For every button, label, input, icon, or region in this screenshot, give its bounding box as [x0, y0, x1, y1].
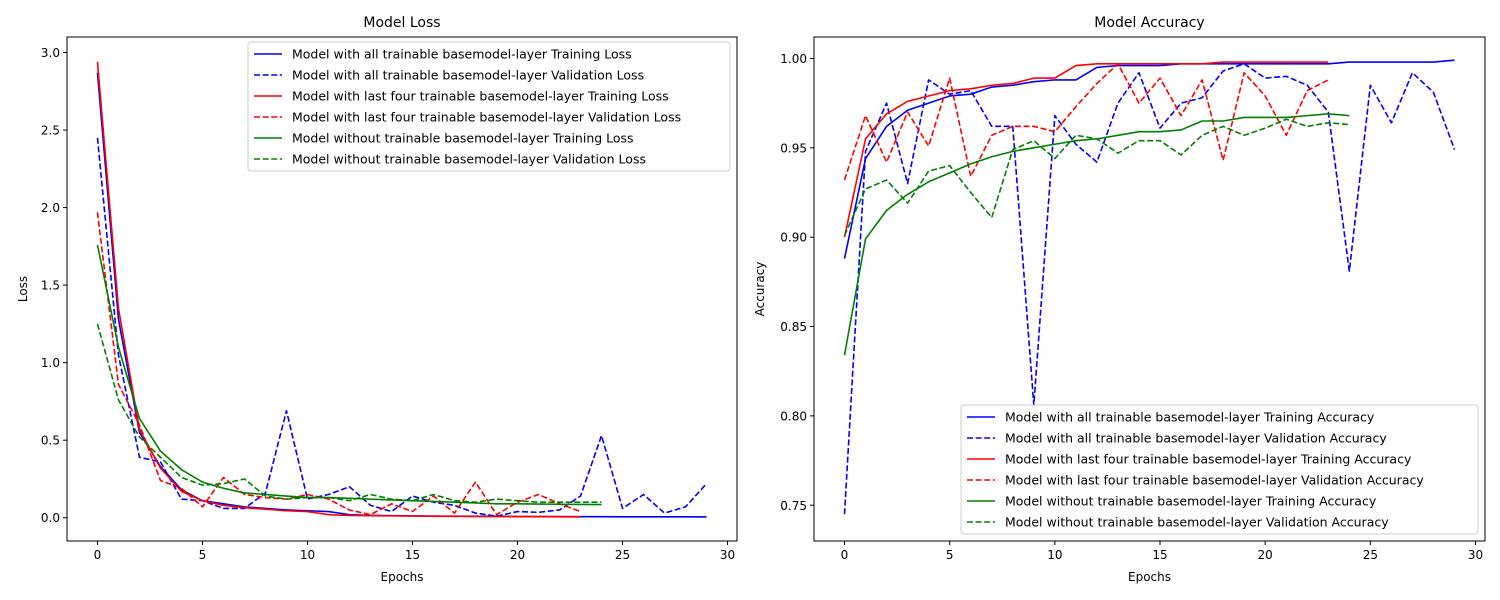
legend-label: Model with all trainable basemodel-layer…: [292, 68, 644, 83]
y-tick-label: 1.0: [41, 356, 60, 370]
x-axis-label: Epochs: [381, 570, 424, 584]
y-tick-label: 2.0: [41, 201, 60, 215]
y-tick-label: 0.95: [780, 141, 807, 155]
x-tick-label: 15: [405, 548, 420, 562]
x-tick-label: 5: [199, 548, 207, 562]
series-line-5: [96, 323, 602, 504]
x-tick-label: 5: [946, 548, 954, 562]
y-tick-label: 0.75: [780, 499, 807, 513]
series-group: [96, 61, 708, 518]
x-tick-label: 20: [510, 548, 525, 562]
y-tick-label: 1.5: [41, 279, 60, 293]
legend-label: Model with all trainable basemodel-layer…: [1005, 410, 1375, 425]
x-tick-label: 30: [1468, 548, 1483, 562]
legend-box: [247, 41, 731, 172]
y-tick-label: 3.0: [41, 46, 60, 60]
legend-label: Model with last four trainable basemodel…: [1005, 473, 1424, 488]
series-group: [843, 59, 1456, 515]
legend: Model with all trainable basemodel-layer…: [247, 41, 731, 172]
x-tick-label: 10: [300, 548, 315, 562]
series-line-3: [96, 212, 581, 516]
legend-box: [960, 404, 1479, 535]
series-line-5: [843, 118, 1350, 236]
x-tick-label: 30: [720, 548, 735, 562]
legend: Model with all trainable basemodel-layer…: [960, 404, 1479, 535]
x-tick-label: 0: [94, 548, 102, 562]
chart-title: Model Accuracy: [1094, 15, 1204, 31]
x-tick-label: 25: [1363, 548, 1378, 562]
y-tick-label: 0.0: [41, 511, 60, 525]
y-tick-label: 0.80: [780, 409, 807, 423]
series-line-2: [843, 61, 1329, 238]
chart-title: Model Loss: [363, 15, 440, 31]
y-tick-label: 0.90: [780, 231, 807, 245]
axes-frame: [813, 36, 1486, 542]
series-line-1: [96, 137, 708, 517]
legend-label: Model without trainable basemodel-layer …: [292, 131, 634, 146]
series-line-3: [843, 63, 1329, 181]
legend-label: Model with all trainable basemodel-layer…: [1005, 431, 1387, 446]
legend-label: Model without trainable basemodel-layer …: [292, 152, 646, 167]
series-line-4: [96, 244, 602, 506]
accuracy-chart: Model Accuracy 0 5 10 15 20 25 30 0.75 0.80 0.85 0.…: [753, 15, 1486, 584]
legend-label: Model without trainable basemodel-layer …: [1005, 494, 1377, 509]
loss-chart: Model Loss 0 5 10 15 20 25 30 0.0 0.5 1.0 1.5 2.0 2.5…: [16, 15, 738, 584]
legend-label: Model with last four trainable basemodel…: [1005, 452, 1412, 467]
y-axis-label: Loss: [16, 276, 30, 302]
x-axis-label: Epochs: [1128, 570, 1171, 584]
y-tick-label: 0.5: [41, 434, 60, 448]
x-tick-label: 0: [841, 548, 849, 562]
series-line-1: [843, 63, 1456, 515]
legend-label: Model with last four trainable basemodel…: [292, 89, 669, 104]
y-tick-label: 2.5: [41, 124, 60, 138]
y-tick-label: 0.85: [780, 320, 807, 334]
x-tick-label: 15: [1152, 548, 1167, 562]
y-tick-label: 1.00: [780, 52, 807, 66]
x-tick-label: 10: [1047, 548, 1062, 562]
series-line-0: [843, 59, 1455, 259]
x-tick-label: 20: [1258, 548, 1273, 562]
x-tick-label: 25: [615, 548, 630, 562]
legend-label: Model with last four trainable basemodel…: [292, 110, 681, 125]
legend-label: Model without trainable basemodel-layer …: [1005, 515, 1389, 530]
y-axis-label: Accuracy: [753, 262, 767, 317]
legend-label: Model with all trainable basemodel-layer…: [292, 47, 632, 62]
axes-frame: [66, 36, 738, 542]
